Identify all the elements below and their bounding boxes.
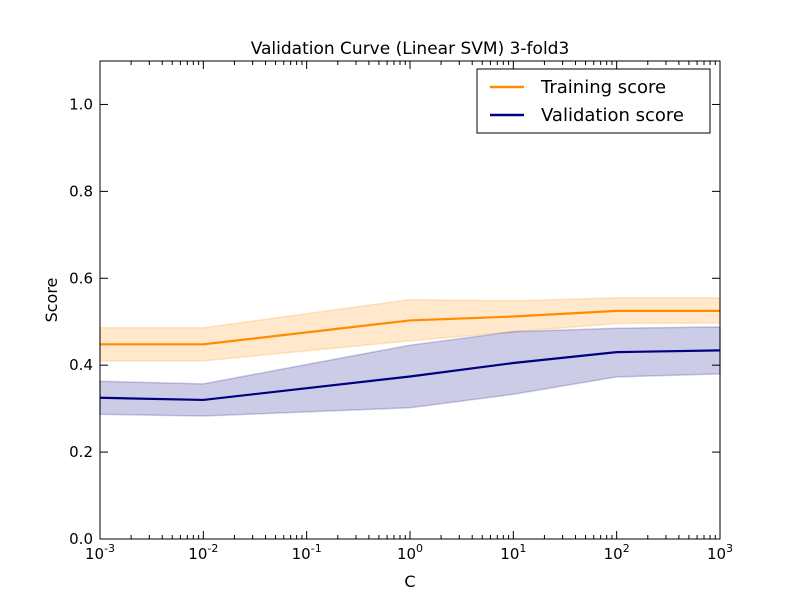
chart-title: Validation Curve (Linear SVM) 3-fold3 (251, 39, 570, 59)
x-tick-label: 101 (500, 542, 526, 563)
x-tick-label: 10-1 (292, 542, 322, 563)
y-tick-label: 0.2 (69, 443, 93, 461)
y-tick-label: 0.8 (69, 182, 93, 200)
y-tick-label: 0.4 (69, 356, 93, 374)
x-tick-label: 10-2 (188, 542, 218, 563)
y-axis-label: Score (42, 278, 61, 323)
confidence-bands (100, 298, 720, 416)
y-tick-label: 0.6 (69, 269, 93, 287)
y-tick-label: 1.0 (69, 95, 93, 113)
legend-label: Validation score (541, 105, 684, 126)
x-axis-label: C (404, 572, 415, 591)
x-tick-label: 102 (604, 542, 630, 563)
x-tick-label: 100 (397, 542, 423, 563)
y-tick-label: 0.0 (69, 530, 93, 548)
legend: Training score Validation score (477, 69, 710, 133)
x-tick-label: 103 (707, 542, 733, 563)
legend-label: Training score (540, 77, 666, 98)
